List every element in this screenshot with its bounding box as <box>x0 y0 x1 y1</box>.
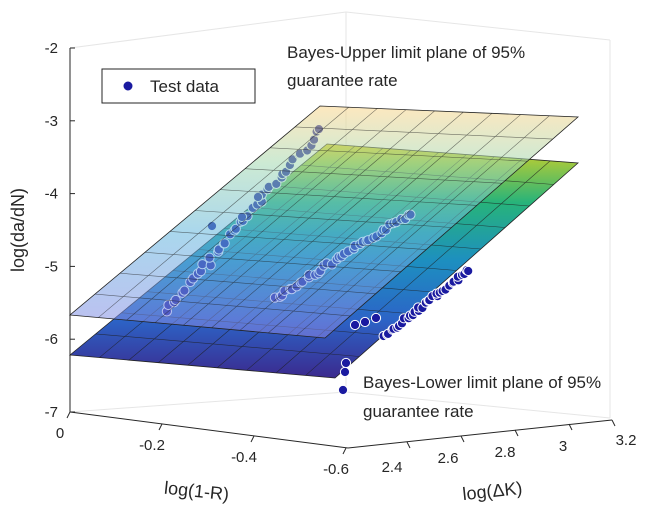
plane-grid-line <box>126 108 378 321</box>
plane-grid-line <box>296 115 550 336</box>
legend-label: Test data <box>150 77 220 96</box>
data-point <box>349 319 361 331</box>
lower-annotation-line2: guarantee rate <box>363 402 474 421</box>
plane-grid-line <box>268 114 521 334</box>
legend-marker <box>122 80 134 92</box>
upper-limit-plane <box>69 105 580 339</box>
data-point <box>340 357 352 369</box>
x-tick-label: 0 <box>56 425 64 442</box>
y-tick-mark <box>568 423 573 431</box>
z-tick-label: -5 <box>45 258 58 275</box>
y-ticks: 2.4 2.6 2.8 3 3.2 <box>382 419 637 476</box>
upper-annotation-line2: guarantee rate <box>287 71 398 90</box>
plane-grid-line <box>94 293 351 317</box>
data-point <box>359 316 371 328</box>
x-tick-label: -0.6 <box>323 461 349 478</box>
data-point <box>337 384 349 396</box>
plane-grid-line <box>269 147 528 162</box>
plane-grid-line <box>239 113 493 331</box>
z-tick-label: -4 <box>45 186 58 203</box>
z-tick-label: -6 <box>45 331 58 348</box>
legend: Test data <box>101 68 256 104</box>
plane-grid-line <box>305 160 551 376</box>
y-tick-label: 2.4 <box>382 459 403 476</box>
y-tick-mark <box>611 419 616 427</box>
x-tick-mark <box>250 435 255 443</box>
x-tick-mark <box>66 411 71 419</box>
z-tick-label: -7 <box>45 404 58 421</box>
data-point <box>370 312 382 324</box>
x-axis-label: log(1-R) <box>163 478 230 505</box>
x-ticks: 0 -0.2 -0.4 -0.6 <box>56 411 349 478</box>
y-tick-label: 3 <box>559 438 567 455</box>
plane-grid-line <box>154 109 407 323</box>
y-tick-label: 3.2 <box>616 432 637 449</box>
y-tick-mark <box>460 435 465 443</box>
y-tick-label: 2.8 <box>495 444 516 461</box>
axes-lines <box>69 48 613 449</box>
plane-grid-line <box>219 189 477 206</box>
plane-grid-line <box>95 333 360 357</box>
plane-grid-line <box>144 252 401 272</box>
plane-grid-line <box>98 106 349 318</box>
plane-grid-line <box>119 272 376 295</box>
plane-grid-line <box>169 231 427 250</box>
plane-grid-line <box>194 210 452 228</box>
x-tick-mark <box>158 423 163 431</box>
plane-grid-line <box>244 168 503 184</box>
z-axis-label: log(da/dN) <box>8 188 28 272</box>
plane-grid-line <box>294 126 553 140</box>
y-tick-mark <box>406 441 411 449</box>
z-tick-label: -2 <box>45 40 58 57</box>
axes-box <box>69 11 611 419</box>
y-tick-label: 2.6 <box>438 450 459 467</box>
y-tick-mark <box>514 429 519 437</box>
x-tick-label: -0.4 <box>231 449 257 466</box>
x-tick-mark <box>342 447 347 455</box>
data-point <box>463 265 474 277</box>
plane-grid-line <box>183 110 435 326</box>
x-tick-label: -0.2 <box>139 437 165 454</box>
z-ticks: -2 -3 -4 -5 -6 -7 <box>45 40 75 421</box>
lower-annotation-line1: Bayes-Lower limit plane of 95% <box>363 373 601 392</box>
plane-grid-line <box>211 111 464 329</box>
y-axis-label: log(ΔK) <box>461 478 523 504</box>
upper-annotation-line1: Bayes-Upper limit plane of 95% <box>287 43 525 62</box>
data-point <box>339 366 351 378</box>
z-tick-label: -3 <box>45 113 58 130</box>
